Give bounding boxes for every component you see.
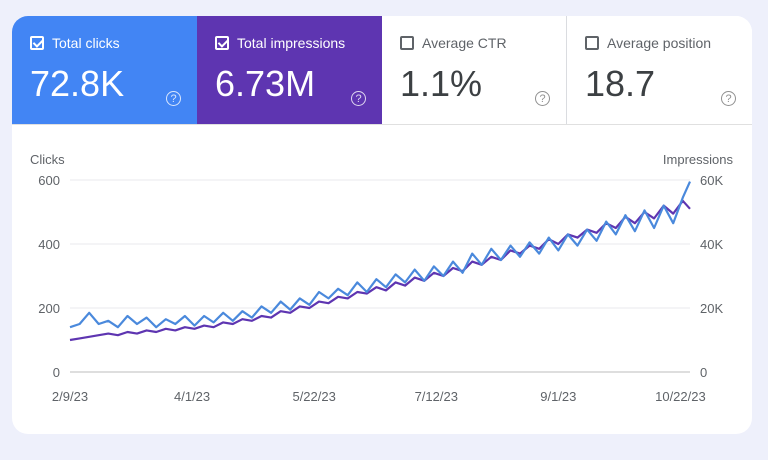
checkbox-icon[interactable] (30, 36, 44, 50)
tile-total-impressions[interactable]: Total impressions 6.73M ? (197, 16, 382, 124)
checkbox-icon[interactable] (400, 36, 414, 50)
help-icon[interactable]: ? (535, 91, 550, 106)
impressions-line[interactable] (69, 199, 691, 342)
x-tick-label: 2/9/23 (52, 389, 88, 404)
x-tick-label: 5/22/23 (292, 389, 335, 404)
x-tick-label: 4/1/23 (174, 389, 210, 404)
performance-card: Total clicks 72.8K ? Total impressions 6… (12, 16, 752, 434)
tile-value: 72.8K (30, 63, 125, 104)
y-tick-label-right: 20K (700, 301, 723, 316)
x-tick-label: 10/22/23 (655, 389, 706, 404)
checkbox-icon[interactable] (585, 36, 599, 50)
tile-total-clicks[interactable]: Total clicks 72.8K ? (12, 16, 197, 124)
y-axis-title-left: Clicks (30, 152, 65, 167)
tile-label: Total clicks (52, 35, 120, 51)
help-icon[interactable]: ? (351, 91, 366, 106)
y-tick-label-left: 0 (53, 365, 60, 380)
tile-average-ctr[interactable]: Average CTR 1.1% ? (382, 16, 567, 124)
y-tick-label-left: 400 (38, 237, 60, 252)
help-icon[interactable]: ? (166, 91, 181, 106)
help-icon[interactable]: ? (721, 91, 736, 106)
y-axis-title-right: Impressions (663, 152, 734, 167)
y-tick-label-right: 60K (700, 173, 723, 188)
tile-average-position[interactable]: Average position 18.7 ? (567, 16, 752, 124)
clicks-line[interactable] (69, 181, 692, 329)
divider (12, 124, 752, 125)
performance-chart: Clicks Impressions 0 0 200 20K 400 40K 600 60K 2… (30, 152, 734, 404)
y-tick-label-right: 0 (700, 365, 707, 380)
tile-value: 1.1% (400, 63, 483, 104)
y-tick-label-left: 200 (38, 301, 60, 316)
metric-tiles: Total clicks 72.8K ? Total impressions 6… (12, 16, 752, 124)
tile-label: Average position (607, 35, 712, 51)
tile-value: 18.7 (585, 63, 656, 104)
x-tick-label: 7/12/23 (415, 389, 458, 404)
x-tick-label: 9/1/23 (540, 389, 576, 404)
y-tick-label-right: 40K (700, 237, 723, 252)
y-tick-label-left: 600 (38, 173, 60, 188)
tile-label: Total impressions (237, 35, 346, 51)
checkbox-icon[interactable] (215, 36, 229, 50)
tile-value: 6.73M (215, 63, 316, 104)
tile-label: Average CTR (422, 35, 507, 51)
